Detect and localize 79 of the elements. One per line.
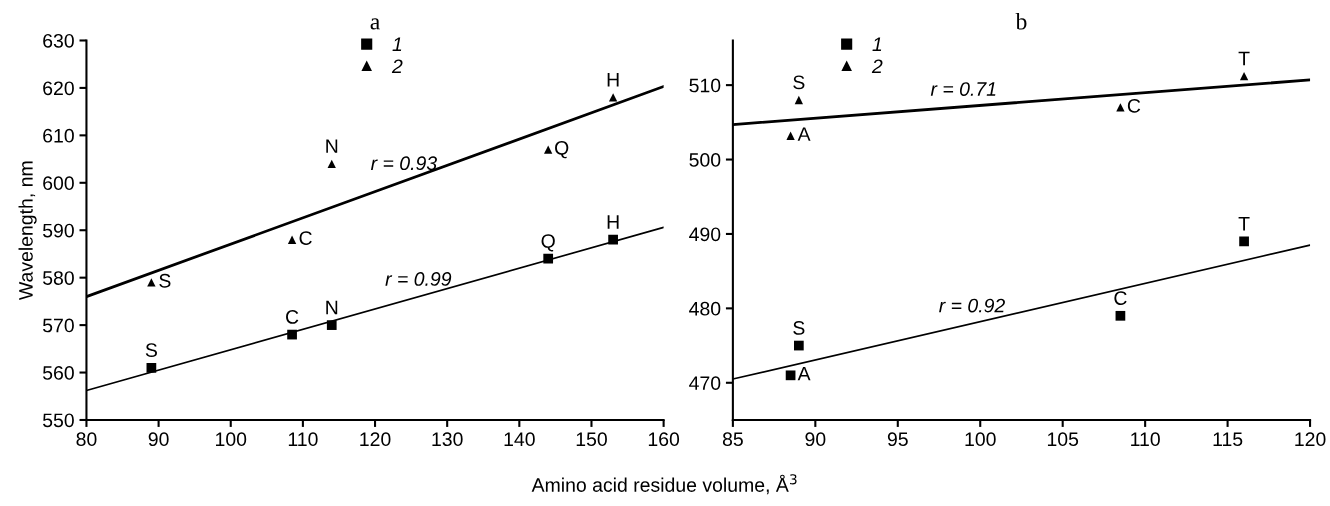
x-tick-label: 140	[504, 432, 535, 447]
chart-title: a	[370, 18, 380, 30]
y-tick-label: 500	[689, 153, 721, 167]
annotation: H	[607, 215, 619, 229]
point	[287, 329, 297, 340]
x-tick-label: 160	[648, 432, 680, 447]
point	[608, 234, 618, 245]
x-tick-label: 80	[76, 432, 97, 447]
x-tick-label: 105	[1047, 432, 1079, 447]
x-tick-label: 100	[965, 432, 996, 447]
y-tick-label: 620	[43, 81, 74, 96]
y-tick-label: 610	[43, 128, 74, 143]
x-axis-title: Amino acid residue volume, Å$^{3}$	[531, 474, 797, 495]
annotation: A	[797, 366, 811, 381]
point	[544, 145, 553, 154]
x-tick-label: 150	[576, 432, 607, 447]
annotation: H	[607, 73, 619, 87]
point	[1239, 72, 1249, 81]
legend-label: 1	[392, 37, 402, 51]
y-tick-label: 600	[43, 176, 74, 191]
x-tick-label: 110	[1131, 432, 1160, 447]
annotation: S	[145, 343, 157, 358]
point	[793, 340, 804, 351]
y-axis-title: Wavelength, nm	[18, 161, 37, 301]
annotation: C	[1114, 291, 1127, 306]
annotation: C	[1127, 98, 1141, 113]
annotation: C	[299, 231, 312, 245]
annotation: r = 0.92	[939, 298, 1005, 313]
y-tick-label: 570	[42, 318, 74, 333]
y-tick-label: 550	[42, 413, 74, 428]
legend-label: 1	[872, 37, 882, 51]
point	[608, 93, 618, 102]
x-tick-label: 90	[805, 432, 826, 447]
x-tick-label: 130	[432, 432, 463, 447]
point	[327, 159, 336, 168]
annotation: C	[286, 310, 299, 324]
point	[785, 370, 796, 381]
point	[1115, 310, 1126, 321]
y-tick-label: 560	[42, 366, 74, 380]
annotation: N	[326, 300, 338, 315]
x-tick-label: 110	[288, 432, 318, 447]
x-tick-label: 90	[148, 432, 169, 447]
x-tick-label: 120	[1295, 432, 1326, 447]
point	[326, 320, 337, 330]
point	[147, 278, 156, 287]
y-tick-label: 490	[689, 227, 721, 242]
annotation: S	[793, 321, 805, 335]
point	[1239, 236, 1249, 247]
x-tick-label: 100	[216, 432, 247, 447]
point	[146, 362, 157, 373]
y-tick-label: 580	[42, 271, 74, 285]
point	[794, 95, 804, 105]
point	[287, 235, 297, 244]
legend-label: 2	[391, 59, 403, 73]
x-tick-label: 85	[722, 432, 743, 447]
x-tick-label: 120	[360, 432, 391, 447]
y-tick-label: 480	[689, 301, 721, 316]
y-tick-label: 510	[689, 78, 721, 93]
annotation: A	[797, 127, 811, 141]
y-tick-label: 590	[42, 223, 74, 238]
x-tick-label: 95	[887, 432, 908, 447]
annotation: r = 0.71	[930, 82, 996, 96]
annotation: T	[1238, 217, 1250, 231]
annotation: T	[1238, 51, 1250, 66]
point	[543, 253, 554, 264]
annotation: r = 0.99	[385, 272, 452, 286]
point	[786, 131, 795, 140]
y-tick-label: 470	[689, 376, 721, 391]
legend-label: 2	[871, 59, 883, 73]
annotation: S	[159, 273, 171, 288]
annotation: S	[793, 75, 805, 90]
annotation: Q	[555, 141, 569, 159]
x-tick-label: 115	[1213, 432, 1243, 447]
y-tick-label: 630	[43, 33, 74, 48]
annotation: N	[326, 139, 338, 153]
point	[1116, 103, 1125, 112]
chart-title: b	[1015, 12, 1027, 30]
annotation: Q	[541, 234, 555, 252]
annotation: r = 0.93	[370, 156, 437, 171]
